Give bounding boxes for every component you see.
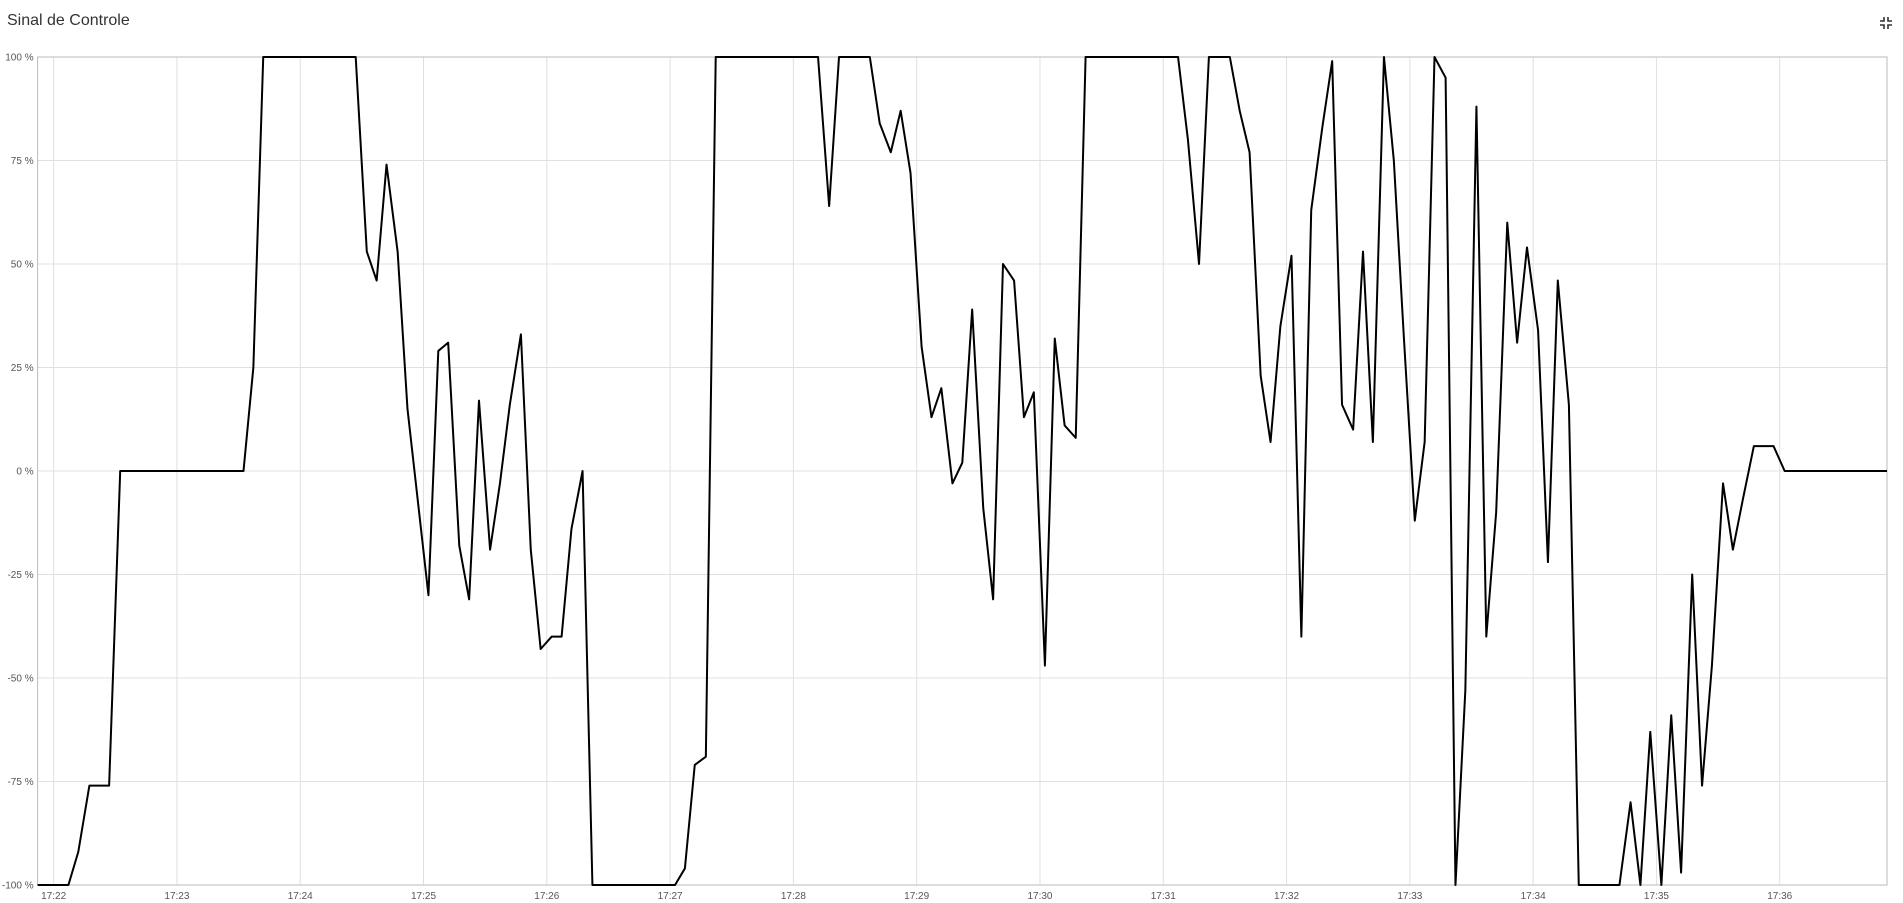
x-tick-label: 17:36 xyxy=(1767,891,1792,902)
y-tick-label: -75 % xyxy=(7,777,33,788)
x-tick-label: 17:33 xyxy=(1397,891,1422,902)
y-tick-label: 0 % xyxy=(16,467,33,478)
chart-title: Sinal de Controle xyxy=(7,12,130,29)
exit-fullscreen-icon[interactable] xyxy=(1880,17,1892,29)
x-tick-label: 17:28 xyxy=(781,891,806,902)
line-series xyxy=(37,56,1887,886)
x-tick-label: 17:27 xyxy=(658,891,683,902)
y-tick-label: -50 % xyxy=(7,674,33,685)
y-tick-label: 25 % xyxy=(11,363,34,374)
y-tick-label: -25 % xyxy=(7,570,33,581)
x-tick-label: 17:23 xyxy=(164,891,189,902)
x-tick-label: 17:32 xyxy=(1274,891,1299,902)
x-tick-label: 17:30 xyxy=(1027,891,1052,902)
y-tick-label: 100 % xyxy=(5,53,33,64)
y-tick-label: 50 % xyxy=(11,260,34,271)
x-tick-label: 17:24 xyxy=(288,891,313,902)
x-tick-label: 17:35 xyxy=(1644,891,1669,902)
x-tick-label: 17:25 xyxy=(411,891,436,902)
y-tick-label: 75 % xyxy=(11,156,34,167)
x-tick-label: 17:34 xyxy=(1521,891,1546,902)
y-tick-label: -100 % xyxy=(2,881,34,892)
x-tick-label: 17:26 xyxy=(534,891,559,902)
x-tick-label: 17:31 xyxy=(1151,891,1176,902)
x-tick-label: 17:29 xyxy=(904,891,929,902)
x-tick-label: 17:22 xyxy=(41,891,66,902)
